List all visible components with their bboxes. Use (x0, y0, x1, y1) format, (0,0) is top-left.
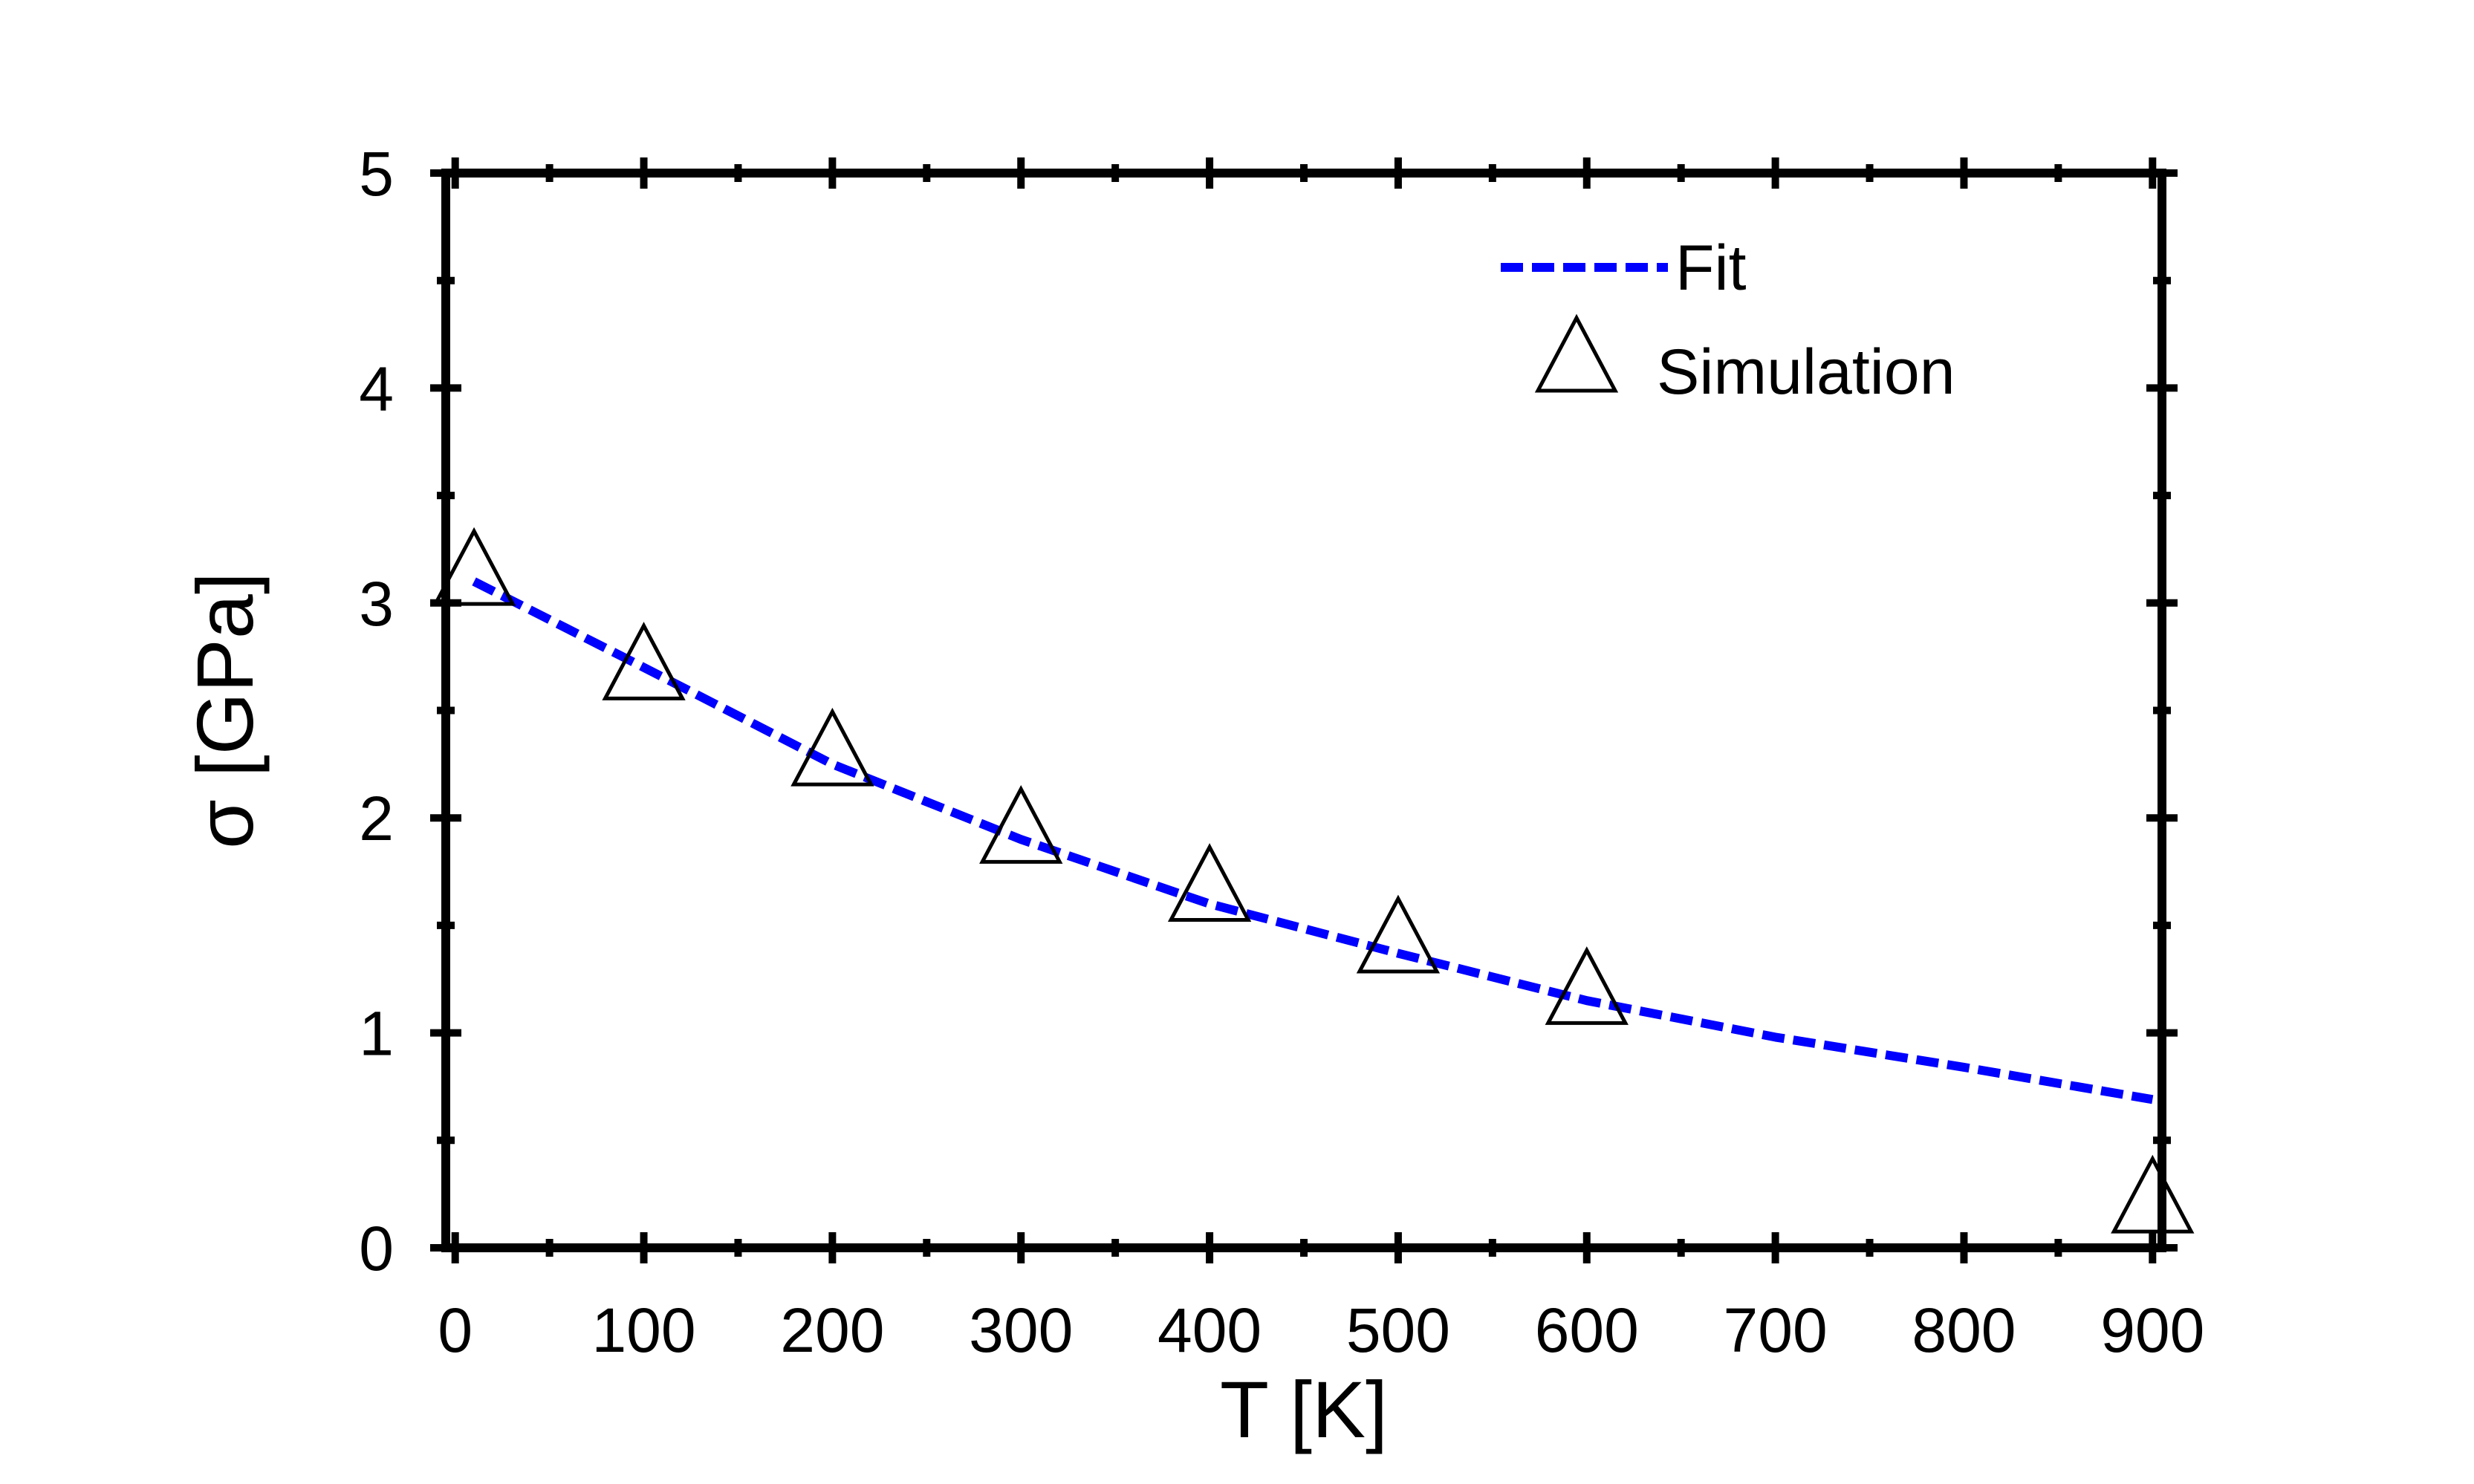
x-tick-label: 600 (1535, 1295, 1639, 1365)
y-tick-label: 2 (359, 784, 394, 853)
x-tick-label: 900 (2100, 1295, 2204, 1365)
simulation-triangle (979, 785, 1063, 864)
x-tick-label: 0 (438, 1295, 473, 1365)
x-tick-label: 200 (780, 1295, 884, 1365)
simulation-triangle (432, 527, 516, 606)
fit-series (472, 577, 2154, 1104)
fit-line (472, 577, 2154, 1104)
legend: Fit Simulation (1501, 232, 1955, 408)
simulation-triangle (1356, 894, 1441, 974)
legend-simulation-triangle-icon (1534, 313, 1619, 393)
tick-labels: 0 100 200 300 400 500 600 700 800 900 0 1 2 3 4 5 (359, 139, 2204, 1365)
x-tick-label: 400 (1158, 1295, 1262, 1365)
legend-fit-label: Fit (1675, 232, 1747, 304)
y-tick-label: 3 (359, 569, 394, 639)
y-tick-label: 0 (359, 1214, 394, 1283)
legend-simulation-label: Simulation (1657, 336, 1955, 408)
x-tick-label: 800 (1912, 1295, 2016, 1365)
simulation-triangle (602, 622, 686, 700)
simulation-series (432, 527, 2195, 1234)
x-tick-label: 500 (1346, 1295, 1450, 1365)
simulation-triangle (2111, 1154, 2195, 1234)
x-axis-title: T [K] (1220, 1364, 1388, 1454)
y-tick-label: 4 (359, 354, 394, 423)
simulation-triangle (1167, 843, 1252, 922)
x-tick-label: 300 (969, 1295, 1073, 1365)
x-tick-label: 700 (1724, 1295, 1828, 1365)
x-tick-label: 100 (591, 1295, 695, 1365)
y-tick-label: 1 (359, 999, 394, 1069)
y-axis-title: σ [GPa] (180, 572, 270, 849)
simulation-triangle (1545, 946, 1629, 1025)
plot-frame (441, 169, 2166, 1252)
y-tick-label: 5 (359, 139, 394, 209)
simulation-triangle (790, 707, 874, 787)
